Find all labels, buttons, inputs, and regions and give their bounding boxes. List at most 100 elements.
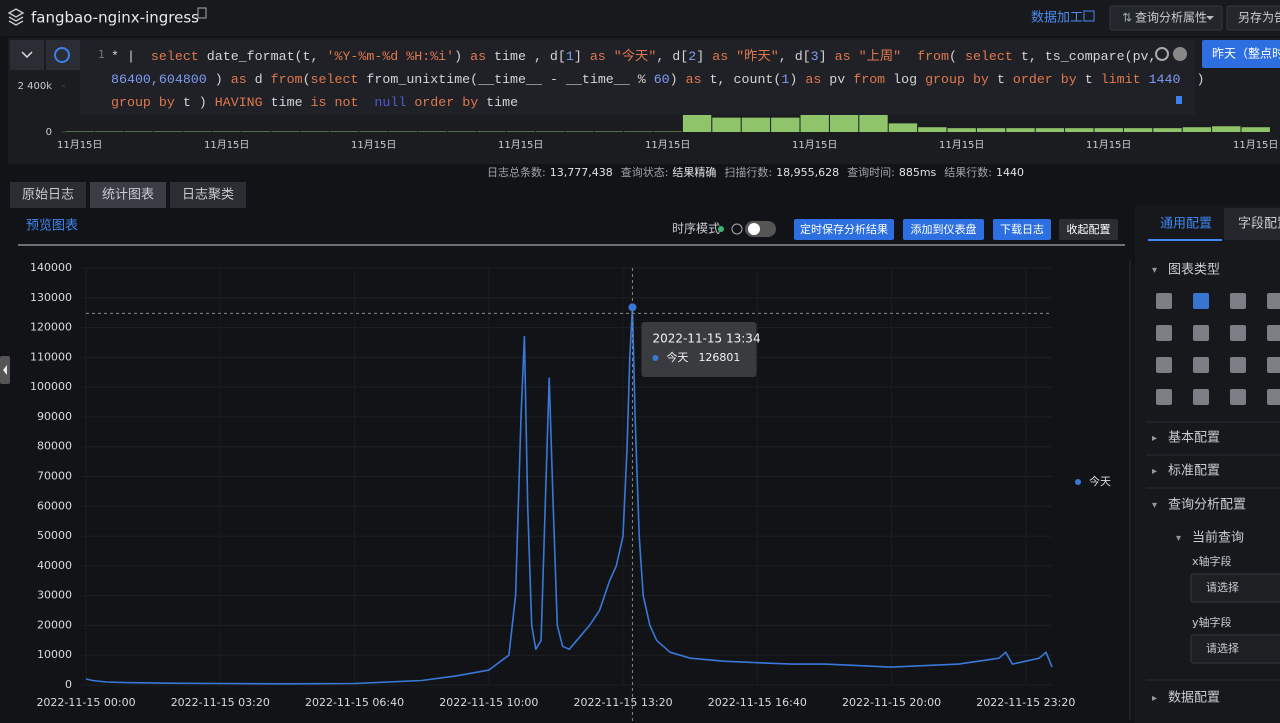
chart-type-icon[interactable] — [1193, 293, 1209, 309]
x-tick-label: 2022-11-15 03:20 — [171, 696, 270, 709]
logstore-title: fangbao-nginx-ingress — [31, 9, 199, 27]
tab[interactable] — [10, 182, 86, 208]
copy-icon[interactable] — [197, 7, 207, 19]
x-tick-label: 2022-11-15 13:20 — [573, 696, 672, 709]
y-select[interactable] — [1190, 634, 1280, 664]
stat-value: 1440 — [996, 166, 1024, 179]
editor — [80, 40, 1195, 115]
y-tick-label: 80000 — [37, 440, 72, 453]
search-mode-button[interactable] — [46, 40, 80, 70]
series-line — [85, 306, 1053, 685]
y-tick-label: 100000 — [30, 380, 72, 393]
bar — [741, 117, 771, 132]
save-as-button[interactable] — [1226, 5, 1280, 31]
field-label: x轴字段 — [1192, 554, 1232, 568]
x-tick-label: 11月15日 — [1233, 139, 1278, 151]
line-chart: 0 10000 20000 30000 40000 50000 60000 70000 8000… — [30, 261, 1111, 723]
toolbar-button[interactable] — [903, 219, 984, 240]
y-tick-label: 10000 — [37, 648, 72, 661]
stat-label: 查询时间: — [847, 165, 895, 179]
query-line: * | select date_format(t, '%Y-%m-%d %H:%… — [111, 48, 1164, 64]
tabs: 原始日志 统计图表 日志聚类 — [10, 182, 246, 208]
header-bar — [0, 0, 1280, 36]
section-title[interactable]: 基本配置 — [1168, 431, 1220, 446]
chart-type-icon[interactable] — [1193, 389, 1209, 405]
caret: ▾ — [1176, 533, 1181, 544]
x-tick-label: 11月15日 — [792, 139, 837, 151]
bar — [1182, 127, 1212, 132]
time-button[interactable] — [1202, 40, 1280, 68]
chart-type-icon[interactable] — [1267, 325, 1280, 341]
tooltip — [641, 322, 757, 377]
y-tick-label: 120000 — [30, 321, 72, 334]
chart-type-icon[interactable] — [1156, 357, 1172, 373]
stat-label: 扫描行数: — [724, 165, 772, 179]
toolbar-button[interactable] — [794, 219, 894, 240]
y-tick-label: 30000 — [37, 589, 72, 602]
status-dot — [718, 226, 724, 232]
search-icon — [54, 47, 70, 63]
chart-type-icon[interactable] — [1156, 389, 1172, 405]
legend-label[interactable]: 今天 — [1089, 474, 1111, 488]
settings-icon[interactable] — [1155, 47, 1169, 61]
x-tick-label: 11月15日 — [351, 139, 396, 151]
section-title[interactable]: 标准配置 — [1168, 464, 1220, 479]
chart-type-icon[interactable] — [1267, 293, 1280, 309]
tooltip-dot — [652, 355, 659, 361]
pin-icon[interactable] — [1176, 96, 1182, 104]
toolbar-button[interactable] — [1059, 219, 1118, 240]
x-tick-label: 2022-11-15 00:00 — [36, 696, 135, 709]
preview-tab[interactable]: 预览图表 — [26, 218, 78, 234]
tab-label: 统计图表 — [102, 188, 154, 203]
help-icon[interactable] — [1173, 47, 1187, 61]
dropdown-arrow — [1206, 16, 1214, 20]
x-tick-label: 11月15日 — [1086, 139, 1131, 151]
save-as-label: 另存为告 — [1238, 11, 1280, 25]
bar — [712, 117, 741, 132]
stat-value: 885ms — [899, 166, 937, 179]
section-title[interactable]: 数据配置 — [1168, 691, 1220, 706]
side-tab[interactable]: 通用配置 — [1160, 217, 1212, 232]
bar — [859, 114, 888, 132]
chart-type-icon[interactable] — [1267, 357, 1280, 373]
side-tab[interactable]: 字段配置 — [1238, 217, 1280, 232]
chart-type-icon[interactable] — [1156, 293, 1172, 309]
query-attr-button[interactable] — [1109, 5, 1223, 31]
chart-type-icon[interactable] — [1193, 357, 1209, 373]
bar — [947, 128, 976, 132]
y-tick-label: 2 400k — [18, 81, 53, 92]
collapse-button[interactable] — [10, 40, 44, 70]
caret: ▸ — [1152, 433, 1157, 444]
bar — [1065, 128, 1094, 132]
chart-type-icon[interactable] — [1193, 325, 1209, 341]
chart-type-icon[interactable] — [1230, 357, 1246, 373]
x-tick-label: 2022-11-15 10:00 — [439, 696, 538, 709]
x-tick-label: 2022-11-15 16:40 — [708, 696, 807, 709]
data-process-link[interactable]: 数据加工 — [1031, 11, 1083, 26]
x-select[interactable] — [1190, 573, 1280, 603]
toolbar-button[interactable] — [993, 219, 1051, 240]
time-button-label: 昨天（整点时间 — [1212, 46, 1280, 61]
chart-type-icon[interactable] — [1156, 325, 1172, 341]
bar — [918, 127, 947, 132]
chart-type-icon[interactable] — [1230, 293, 1246, 309]
section-title[interactable]: 查询分析配置 — [1168, 498, 1246, 513]
chart-type-icon[interactable] — [1267, 389, 1280, 405]
chart-type-icon[interactable] — [1230, 325, 1246, 341]
y-tick-label: 130000 — [30, 291, 72, 304]
mode-label: 时序模式 — [672, 221, 720, 236]
placeholder: 请选择 — [1206, 580, 1239, 594]
chart-type-icon[interactable] — [1230, 389, 1246, 405]
bar — [829, 113, 859, 132]
chevron — [21, 51, 33, 59]
tab[interactable] — [90, 182, 166, 208]
stat-label: 查询状态: — [621, 165, 669, 179]
help-icon[interactable] — [731, 223, 743, 235]
tab[interactable] — [170, 182, 246, 208]
bar — [1153, 128, 1182, 132]
stats-bar: 日志总条数: 13,777,438 查询状态: 结果精确 扫描行数: 18,955,628… — [487, 165, 1024, 179]
x-tick-label: 2022-11-15 20:00 — [842, 696, 941, 709]
bar — [1212, 126, 1241, 132]
hover-point — [628, 303, 637, 312]
